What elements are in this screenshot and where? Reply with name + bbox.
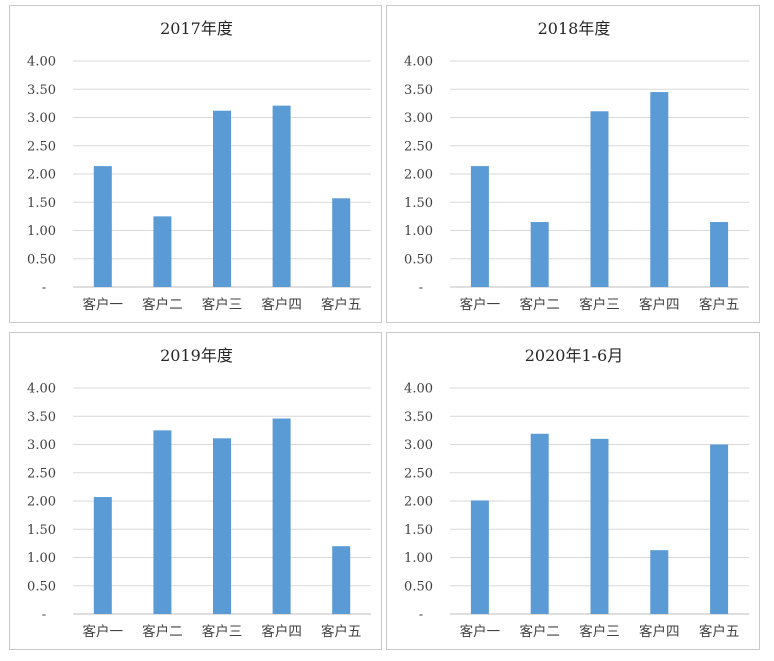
y-tick-label: - bbox=[419, 608, 423, 623]
chart-title: 2019年度 bbox=[160, 346, 233, 365]
chart-panel-2017: 2017年度 - 0.50 1.00 1.50 2.00 2.50 3.00 3.50 4.00 客… bbox=[9, 5, 382, 323]
y-tick-label: 0.50 bbox=[27, 252, 56, 267]
chart-title: 2020年1-6月 bbox=[525, 346, 624, 365]
chart-title: 2017年度 bbox=[160, 19, 233, 38]
y-tick-label: 2.00 bbox=[404, 168, 433, 183]
y-tick-label: 2.50 bbox=[404, 466, 433, 481]
x-category-label: 客户二 bbox=[519, 296, 560, 313]
x-category-label: 客户五 bbox=[321, 623, 362, 640]
x-category-label: 客户四 bbox=[261, 623, 302, 640]
y-tick-label: 1.50 bbox=[27, 523, 56, 538]
bar bbox=[590, 438, 609, 614]
bar bbox=[710, 222, 729, 287]
y-tick-label: 2.00 bbox=[27, 495, 56, 510]
x-category-label: 客户五 bbox=[699, 623, 740, 640]
chart-svg-2019: 2019年度 - 0.50 1.00 1.50 2.00 2.50 3.00 3.50 4.00 客… bbox=[27, 346, 371, 640]
y-tick-label: 4.00 bbox=[404, 382, 433, 397]
x-category-label: 客户三 bbox=[202, 623, 243, 640]
y-tick-label: - bbox=[42, 281, 46, 296]
x-category-label: 客户四 bbox=[639, 296, 680, 313]
chart-title: 2018年度 bbox=[538, 19, 611, 38]
y-tick-label: 3.00 bbox=[404, 111, 433, 126]
y-tick-label: 4.00 bbox=[27, 55, 56, 70]
y-tick-label: 3.00 bbox=[404, 438, 433, 453]
chart-svg-2017: 2017年度 - 0.50 1.00 1.50 2.00 2.50 3.00 3.50 4.00 客… bbox=[27, 19, 371, 313]
y-tick-label: 2.00 bbox=[27, 168, 56, 183]
bar bbox=[332, 546, 351, 614]
x-category-label: 客户二 bbox=[142, 296, 183, 313]
y-tick-label: 0.50 bbox=[27, 579, 56, 594]
bar bbox=[650, 92, 669, 287]
bar bbox=[650, 550, 669, 614]
chart-panel-2020h1: 2020年1-6月 - 0.50 1.00 1.50 2.00 2.50 3.00 3.50 4.… bbox=[386, 332, 760, 650]
y-tick-label: 2.50 bbox=[27, 139, 56, 154]
y-tick-label: 3.00 bbox=[27, 111, 56, 126]
y-tick-label: 3.50 bbox=[404, 410, 433, 425]
bar bbox=[470, 500, 489, 614]
y-tick-label: 2.00 bbox=[404, 495, 433, 510]
y-tick-label: 1.00 bbox=[404, 224, 433, 239]
bar bbox=[530, 222, 549, 287]
x-category-label: 客户一 bbox=[460, 296, 501, 313]
bar bbox=[153, 430, 172, 614]
y-tick-label: 1.50 bbox=[27, 196, 56, 211]
x-category-label: 客户三 bbox=[579, 623, 620, 640]
x-category-label: 客户二 bbox=[519, 623, 560, 640]
y-tick-label: 4.00 bbox=[404, 55, 433, 70]
x-category-label: 客户二 bbox=[142, 623, 183, 640]
y-tick-label: 0.50 bbox=[404, 252, 433, 267]
y-tick-label: 1.50 bbox=[404, 196, 433, 211]
y-tick-label: 1.00 bbox=[404, 551, 433, 566]
bar bbox=[93, 497, 112, 614]
bar bbox=[470, 166, 489, 287]
bar bbox=[213, 110, 231, 287]
y-tick-label: 0.50 bbox=[404, 579, 433, 594]
chart-panel-2018: 2018年度 - 0.50 1.00 1.50 2.00 2.50 3.00 3.50 4.00 客… bbox=[386, 5, 760, 323]
chart-panel-2019: 2019年度 - 0.50 1.00 1.50 2.00 2.50 3.00 3.50 4.00 客… bbox=[9, 332, 382, 650]
bar bbox=[93, 166, 112, 287]
y-tick-label: 3.50 bbox=[27, 83, 56, 98]
chart-svg-2020h1: 2020年1-6月 - 0.50 1.00 1.50 2.00 2.50 3.00 3.50 4.… bbox=[404, 346, 749, 640]
x-category-label: 客户三 bbox=[579, 296, 620, 313]
x-category-label: 客户一 bbox=[83, 623, 124, 640]
y-tick-label: 1.50 bbox=[404, 523, 433, 538]
y-tick-label: 3.50 bbox=[404, 83, 433, 98]
chart-svg-2018: 2018年度 - 0.50 1.00 1.50 2.00 2.50 3.00 3.50 4.00 客… bbox=[404, 19, 749, 313]
bar bbox=[153, 216, 172, 287]
y-tick-label: 1.00 bbox=[27, 551, 56, 566]
y-tick-label: 2.50 bbox=[404, 139, 433, 154]
bar bbox=[272, 418, 291, 614]
bar bbox=[332, 198, 351, 287]
x-category-label: 客户一 bbox=[460, 623, 501, 640]
x-category-label: 客户一 bbox=[83, 296, 124, 313]
y-tick-label: 4.00 bbox=[27, 382, 56, 397]
y-tick-label: 2.50 bbox=[27, 466, 56, 481]
x-category-label: 客户四 bbox=[639, 623, 680, 640]
y-tick-label: 3.00 bbox=[27, 438, 56, 453]
y-tick-label: - bbox=[419, 281, 423, 296]
x-category-label: 客户五 bbox=[699, 296, 740, 313]
y-tick-label: - bbox=[42, 608, 46, 623]
bar bbox=[590, 111, 609, 287]
x-category-label: 客户四 bbox=[261, 296, 302, 313]
bar bbox=[272, 105, 291, 287]
y-tick-label: 1.00 bbox=[27, 224, 56, 239]
x-category-label: 客户五 bbox=[321, 296, 362, 313]
x-category-label: 客户三 bbox=[202, 296, 243, 313]
y-tick-label: 3.50 bbox=[27, 410, 56, 425]
bar bbox=[710, 444, 729, 614]
bar bbox=[213, 438, 231, 614]
bar bbox=[530, 433, 549, 614]
